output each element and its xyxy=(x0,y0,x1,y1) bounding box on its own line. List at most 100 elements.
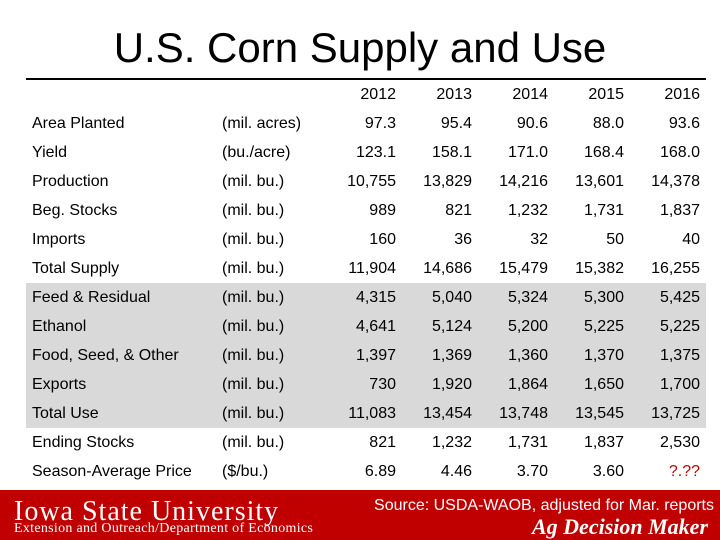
value-cell: 15,382 xyxy=(575,259,624,277)
row-label: Beg. Stocks xyxy=(32,201,118,219)
value-cell: 1,731 xyxy=(507,433,548,451)
table-row: Exports (mil. bu.) 730 1,920 1,864 1,650 1,700 xyxy=(26,370,706,399)
value-cell: 50 xyxy=(606,230,624,248)
value-cell: 32 xyxy=(530,230,548,248)
row-label: Season-Average Price xyxy=(32,462,192,480)
value-cell: 171.0 xyxy=(507,143,548,161)
row-label: Exports xyxy=(26,370,216,399)
title-underline xyxy=(26,78,706,80)
page-title: U.S. Corn Supply and Use xyxy=(113,24,607,71)
value-cell: 158.1 xyxy=(431,143,472,161)
header-spacer-label xyxy=(26,80,216,109)
value-cell: 13,725 xyxy=(630,399,706,428)
row-label: Total Use xyxy=(26,399,216,428)
value-cell: 3.60 xyxy=(592,462,624,480)
table-row: Season-Average Price ($/bu.) 6.89 4.46 3.70 3… xyxy=(26,457,706,486)
value-cell: 5,040 xyxy=(402,283,478,312)
value-cell: 1,375 xyxy=(630,341,706,370)
table-row: Feed & Residual (mil. bu.) 4,315 5,040 5,324… xyxy=(26,283,706,312)
row-unit: (mil. bu.) xyxy=(216,341,326,370)
row-label: Ending Stocks xyxy=(32,433,135,451)
row-label: Total Supply xyxy=(32,259,120,277)
value-cell: 989 xyxy=(369,201,396,219)
value-cell: 4,315 xyxy=(326,283,402,312)
value-cell: 730 xyxy=(326,370,402,399)
value-cell: 1,700 xyxy=(630,370,706,399)
value-cell: 1,370 xyxy=(554,341,630,370)
row-label: Food, Seed, & Other xyxy=(26,341,216,370)
table-row: Yield (bu./acre) 123.1 158.1 171.0 168.4 168.0 xyxy=(26,138,706,167)
value-cell: 4,641 xyxy=(326,312,402,341)
value-cell: 123.1 xyxy=(355,143,396,161)
row-label: Feed & Residual xyxy=(26,283,216,312)
value-cell: 16,255 xyxy=(651,259,700,277)
value-cell: 5,225 xyxy=(630,312,706,341)
row-label: Ethanol xyxy=(26,312,216,341)
table-row: Production (mil. bu.) 10,755 13,829 14,216 13… xyxy=(26,167,706,196)
value-cell: 5,300 xyxy=(554,283,630,312)
row-unit: (mil. bu.) xyxy=(216,312,326,341)
row-unit: (bu./acre) xyxy=(222,143,291,161)
value-cell: 160 xyxy=(369,230,396,248)
value-cell: 88.0 xyxy=(592,114,624,132)
value-cell: 168.0 xyxy=(659,143,700,161)
value-cell: 1,369 xyxy=(402,341,478,370)
value-cell: 97.3 xyxy=(364,114,396,132)
row-label: Production xyxy=(32,172,109,190)
table-row: Ethanol (mil. bu.) 4,641 5,124 5,200 5,225 5,2… xyxy=(26,312,706,341)
row-unit: (mil. bu.) xyxy=(222,201,285,219)
table-row: Imports (mil. bu.) 160 36 32 50 40 xyxy=(26,225,706,254)
table-row: Beg. Stocks (mil. bu.) 989 821 1,232 1,731 1,8… xyxy=(26,196,706,225)
source-note: Source: USDA-WAOB, adjusted for Mar. rep… xyxy=(374,497,714,514)
row-unit: (mil. bu.) xyxy=(216,370,326,399)
value-cell: 1,650 xyxy=(554,370,630,399)
footer-bar xyxy=(0,490,720,540)
value-cell: 13,454 xyxy=(402,399,478,428)
value-cell: 1,232 xyxy=(507,201,548,219)
table-row: Food, Seed, & Other (mil. bu.) 1,397 1,369 1… xyxy=(26,341,706,370)
row-unit: (mil. bu.) xyxy=(222,433,285,451)
value-cell: 5,124 xyxy=(402,312,478,341)
value-cell: 1,837 xyxy=(583,433,624,451)
value-cell: 5,324 xyxy=(478,283,554,312)
value-cell: 168.4 xyxy=(583,143,624,161)
value-cell: 5,200 xyxy=(478,312,554,341)
header-spacer-unit xyxy=(216,80,326,109)
value-cell: 1,731 xyxy=(583,201,624,219)
row-label: Area Planted xyxy=(32,114,125,132)
value-cell: 10,755 xyxy=(347,172,396,190)
value-cell: 1,232 xyxy=(431,433,472,451)
value-cell: 6.89 xyxy=(364,462,396,480)
university-logo: Iowa State University xyxy=(14,496,280,527)
value-cell: 821 xyxy=(445,201,472,219)
department-text: Extension and Outreach/Department of Eco… xyxy=(14,521,314,536)
value-cell: 1,864 xyxy=(478,370,554,399)
year-header: 2015 xyxy=(588,85,624,103)
value-cell: 13,748 xyxy=(478,399,554,428)
row-unit: (mil. bu.) xyxy=(222,230,285,248)
row-label: Yield xyxy=(32,143,67,161)
brand-name: Ag Decision Maker xyxy=(532,514,708,539)
row-unit: (mil. bu.) xyxy=(216,399,326,428)
row-label: Imports xyxy=(32,230,86,248)
value-cell: 13,601 xyxy=(575,172,624,190)
value-cell: 1,920 xyxy=(402,370,478,399)
value-cell: 36 xyxy=(454,230,472,248)
value-cell: ?.?? xyxy=(668,462,700,480)
value-cell: 1,837 xyxy=(659,201,700,219)
value-cell: 95.4 xyxy=(440,114,472,132)
row-unit: (mil. acres) xyxy=(222,114,302,132)
value-cell: 14,686 xyxy=(423,259,472,277)
row-unit: (mil. bu.) xyxy=(222,259,285,277)
value-cell: 40 xyxy=(682,230,700,248)
row-unit: (mil. bu.) xyxy=(222,172,285,190)
table-row: Area Planted (mil. acres) 97.3 95.4 90.6 88.0… xyxy=(26,109,706,138)
value-cell: 5,425 xyxy=(630,283,706,312)
row-unit: ($/bu.) xyxy=(222,462,269,480)
table-row: Ending Stocks (mil. bu.) 821 1,232 1,731 1,83… xyxy=(26,428,706,457)
value-cell: 11,083 xyxy=(326,399,402,428)
value-cell: 5,225 xyxy=(554,312,630,341)
value-cell: 3.70 xyxy=(516,462,548,480)
row-unit: (mil. bu.) xyxy=(216,283,326,312)
value-cell: 11,904 xyxy=(348,259,396,277)
